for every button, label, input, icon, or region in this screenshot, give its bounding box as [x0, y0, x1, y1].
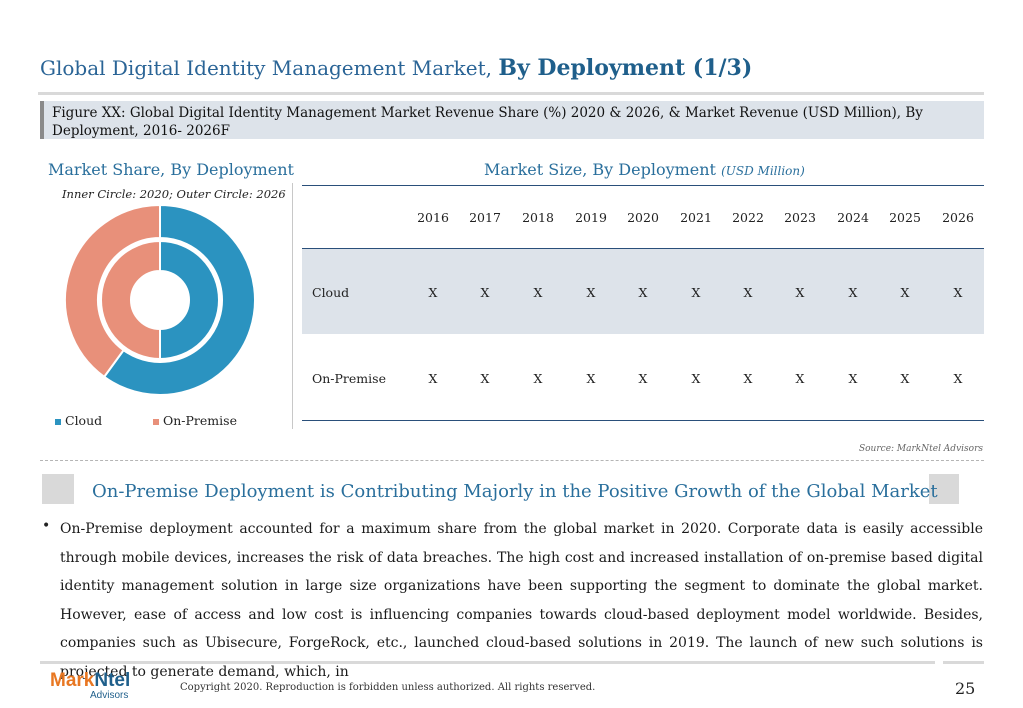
bullet-marker: • [42, 518, 51, 534]
donut-chart [64, 203, 256, 396]
table-header-rule [302, 248, 984, 249]
table-header-year: 2025 [889, 210, 921, 225]
legend-cloud-label: Cloud [65, 413, 103, 428]
legend-cloud: Cloud [55, 413, 102, 428]
table-row-cloud-bg [302, 249, 984, 334]
table-cell: X [638, 371, 648, 386]
footer-rule [40, 661, 935, 664]
table-cell: X [795, 285, 805, 300]
page-number: 25 [955, 679, 976, 698]
table-bottom-rule [302, 420, 984, 421]
table-header-year: 2019 [575, 210, 607, 225]
legend-on-premise-label: On-Premise [163, 413, 237, 428]
table-cell: X [953, 285, 963, 300]
market-share-heading: Market Share, By Deployment [48, 160, 294, 179]
marknte-logo: MarkNtel Advisors [50, 671, 130, 701]
bullet-paragraph: On-Premise deployment accounted for a ma… [60, 521, 983, 680]
title-divider [38, 92, 984, 95]
table-cell: X [428, 285, 438, 300]
figure-caption: Figure XX: Global Digital Identity Manag… [52, 105, 923, 139]
table-cell: X [480, 285, 490, 300]
highlight-left-block [42, 474, 74, 504]
donut-slice-2020-cloud [159, 239, 220, 361]
highlight-heading: On-Premise Deployment is Contributing Ma… [92, 481, 938, 502]
legend-cloud-swatch [55, 418, 61, 425]
source-note: Source: MarkNtel Advisors [858, 444, 983, 454]
table-row-label: On-Premise [312, 371, 386, 386]
legend-on-premise-swatch [153, 418, 159, 425]
legend-on-premise: On-Premise [153, 413, 237, 428]
table-cell: X [743, 285, 753, 300]
table-cell: X [428, 371, 438, 386]
donut-note: Inner Circle: 2020; Outer Circle: 2026 [62, 187, 286, 201]
copyright-text: Copyright 2020. Reproduction is forbidde… [180, 682, 596, 693]
table-cell: X [691, 285, 701, 300]
table-cell: X [900, 371, 910, 386]
table-cell: X [795, 371, 805, 386]
table-cell: X [586, 285, 596, 300]
page-title-bold: By Deployment (1/3) [498, 55, 753, 81]
table-cell: X [638, 285, 648, 300]
panel-divider [292, 183, 293, 429]
donut-slice-2026-on-premise [64, 203, 161, 379]
market-size-unit: (USD Million) [721, 164, 805, 178]
table-header-year: 2021 [680, 210, 712, 225]
logo-advisors: Advisors [90, 690, 129, 701]
table-cell: X [848, 285, 858, 300]
table-cell: X [533, 371, 543, 386]
table-cell: X [480, 371, 490, 386]
footer-rule-short [943, 661, 984, 664]
table-cell: X [586, 371, 596, 386]
table-header-year: 2023 [784, 210, 816, 225]
page-title: Global Digital Identity Management Marke… [40, 55, 752, 81]
donut-slice-2026-cloud [102, 203, 256, 396]
table-cell: X [953, 371, 963, 386]
table-cell: X [533, 285, 543, 300]
table-cell: X [743, 371, 753, 386]
page-title-main: Global Digital Identity Management Marke… [40, 56, 499, 80]
table-cell: X [848, 371, 858, 386]
table-header-year: 2020 [627, 210, 659, 225]
dashed-divider [40, 460, 984, 461]
table-header-year: 2018 [522, 210, 554, 225]
highlight-right-block [929, 474, 959, 504]
market-size-heading: Market Size, By Deployment (USD Million) [484, 160, 805, 179]
donut-slice-2020-on-premise [100, 239, 161, 361]
table-header-year: 2022 [732, 210, 764, 225]
table-cell: X [900, 285, 910, 300]
logo-ntel: Ntel [94, 670, 131, 691]
table-header-year: 2024 [837, 210, 869, 225]
table-header-year: 2017 [469, 210, 501, 225]
figure-caption-box [40, 101, 984, 139]
table-header-year: 2016 [417, 210, 449, 225]
table-header-year: 2026 [942, 210, 974, 225]
table-top-rule [302, 185, 984, 186]
logo-mark: Mark [50, 670, 95, 691]
table-row-label: Cloud [312, 285, 350, 300]
market-size-heading-text: Market Size, By Deployment [484, 160, 722, 179]
table-cell: X [691, 371, 701, 386]
